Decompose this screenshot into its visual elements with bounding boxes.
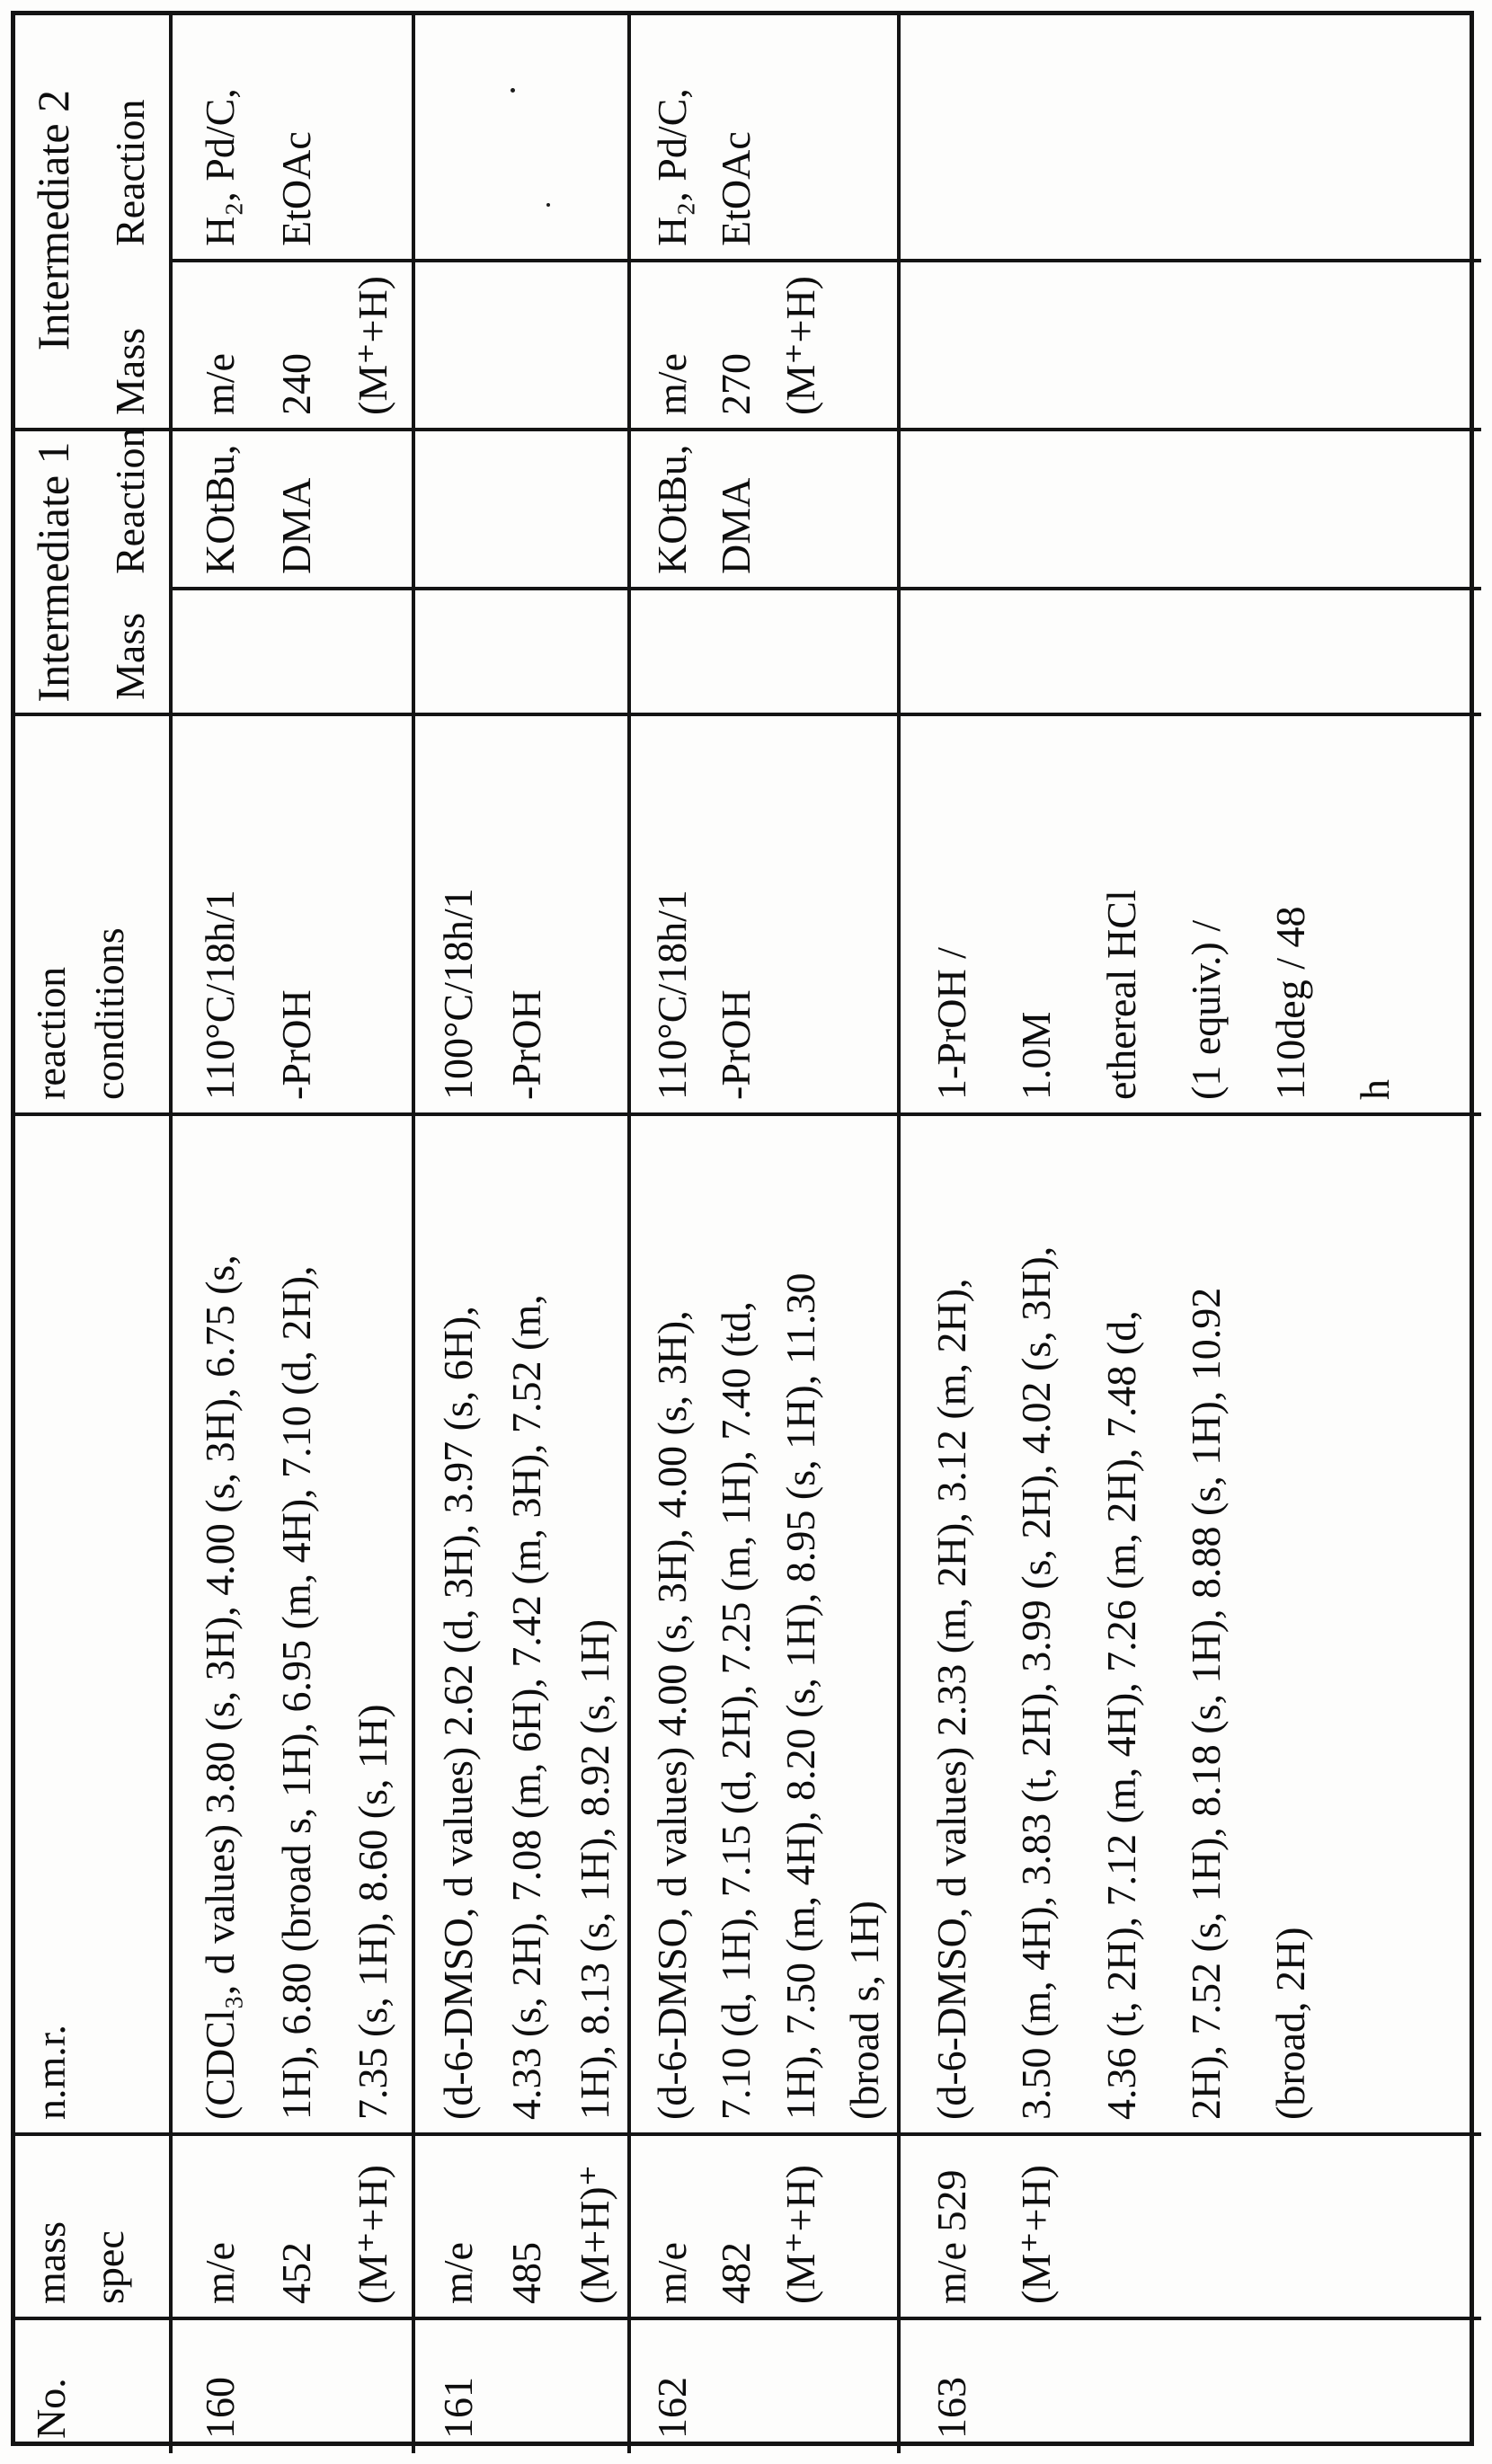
row-161-no: 161 [435, 2377, 481, 2439]
row-160-int2-mass: m/e 240 (M⁺+H) [197, 276, 396, 415]
header-nmr: n.m.r. [28, 2024, 74, 2120]
row-163-conditions: 1-PrOH / 1.0M ethereal HCl (1 equiv.) / … [928, 890, 1399, 1100]
grid-hline-nmr-massspec [11, 2132, 1481, 2136]
header-int2-mass: Mass [107, 327, 153, 415]
scan-artifact-dot [546, 203, 550, 207]
header-int2-reaction: Reaction [107, 99, 153, 247]
grid-hline-int1-conditions [11, 713, 1481, 716]
row-162-int1-reaction: KOtBu, DMA [649, 444, 759, 574]
header-mass-spec: mass spec [28, 2221, 133, 2304]
grid-vline-header [169, 11, 173, 2453]
header-intermediate-2-group: Intermediate 2 [28, 89, 78, 351]
header-no: No. [28, 2378, 74, 2439]
grid-vline-160-161 [412, 11, 415, 2453]
row-160-nmr: (CDCl₃, d values) 3.80 (s, 3H), 4.00 (s,… [197, 1254, 396, 2120]
header-reaction-conditions: reaction conditions [28, 927, 133, 1100]
header-intermediate-1-group: Intermediate 1 [28, 441, 78, 703]
row-161-mass-spec: m/e 485 (M+H)⁺ [435, 2165, 617, 2304]
header-int1-reaction: Reaction [107, 427, 153, 575]
row-161-nmr: (d-6-DMSO, d values) 2.62 (d, 3H), 3.97 … [435, 1294, 617, 2120]
grid-vline-162-163 [897, 11, 901, 2453]
grid-hline-int2-reaction-mass [171, 259, 1481, 262]
row-160-int2-reaction: H₂, Pd/C, EtOAc [197, 88, 320, 246]
row-160-mass-spec: m/e 452 (M⁺+H) [197, 2165, 396, 2304]
scan-artifact-dot [511, 88, 515, 93]
grid-hline-int2-int1 [11, 428, 1481, 431]
row-163-mass-spec: m/e 529 (M⁺+H) [928, 2165, 1060, 2304]
row-160-no: 160 [197, 2377, 243, 2439]
row-160-conditions: 110°C/18h/1 -PrOH [197, 890, 320, 1100]
grid-hline-massspec-no [11, 2317, 1481, 2320]
row-162-nmr: (d-6-DMSO, d values) 4.00 (s, 3H), 4.00 … [649, 1272, 887, 2120]
grid-hline-int1-reaction-mass [171, 587, 1481, 590]
header-int1-mass: Mass [107, 612, 153, 700]
row-162-conditions: 110°C/18h/1 -PrOH [649, 890, 759, 1100]
row-162-int2-mass: m/e 270 (M⁺+H) [649, 276, 823, 415]
table-outer-border [11, 11, 1474, 2446]
row-161-conditions: 100°C/18h/1 -PrOH [435, 888, 549, 1100]
row-162-mass-spec: m/e 482 (M⁺+H) [649, 2165, 823, 2304]
grid-vline-161-162 [627, 11, 631, 2453]
row-163-no: 163 [928, 2377, 974, 2439]
row-163-nmr: (d-6-DMSO, d values) 2.33 (m, 2H), 3.12 … [928, 1245, 1314, 2120]
grid-hline-conditions-nmr [11, 1112, 1481, 1116]
row-162-int2-reaction: H₂, Pd/C, EtOAc [649, 88, 759, 246]
row-160-int1-reaction: KOtBu, DMA [197, 444, 320, 574]
row-162-no: 162 [649, 2377, 695, 2439]
